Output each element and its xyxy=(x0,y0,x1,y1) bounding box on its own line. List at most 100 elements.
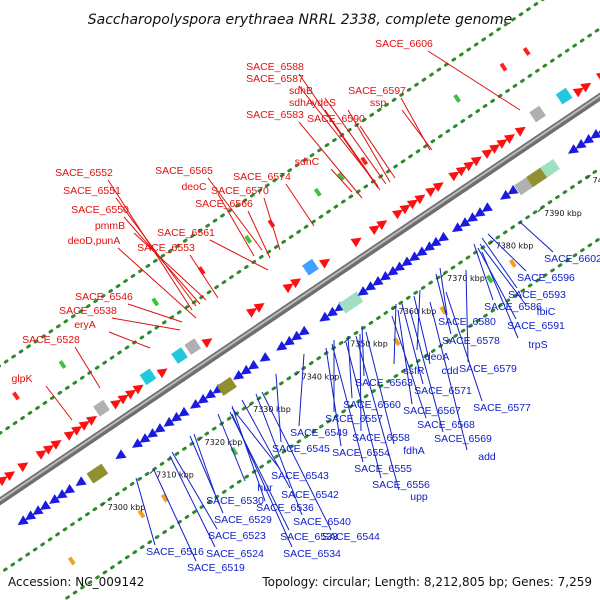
gene-arrow-13 xyxy=(117,394,129,405)
reverse-gene-label: SACE_6524 xyxy=(206,548,264,560)
guide-line-2 xyxy=(0,26,600,436)
feature-block-61 xyxy=(86,463,109,484)
forward-gene-label: SACE_6546 xyxy=(75,291,133,303)
gene-arrow-48 xyxy=(580,82,592,93)
feature-block-11 xyxy=(93,399,110,417)
gene-arrow-78 xyxy=(259,352,271,362)
reverse-gene-label: SACE_6536 xyxy=(256,502,314,514)
forward-gene-label: glpK xyxy=(11,373,32,385)
forward-gene-label: SACE_6570 xyxy=(211,185,269,197)
forward-gene-label: SACE_6588 xyxy=(246,61,304,73)
gene-arrow-60 xyxy=(75,476,87,486)
forward-gene-label: SACE_6590 xyxy=(307,113,365,125)
gene-arrow-83 xyxy=(319,311,331,322)
gene-arrow-26 xyxy=(319,258,331,269)
gene-arrow-111 xyxy=(583,134,595,144)
forward-gene-label: deoD,punA xyxy=(68,235,121,247)
gene-arrow-104 xyxy=(500,189,512,200)
feature-block-74 xyxy=(216,376,237,396)
gene-arrow-76 xyxy=(240,364,252,375)
gene-arrow-49 xyxy=(595,72,600,80)
reverse-gene-label: SACE_6578 xyxy=(442,335,500,347)
gene-arrow-101 xyxy=(466,212,478,222)
reverse-gene-label: SACE_6567 xyxy=(403,405,461,417)
reverse-gene-label: SACE_6542 xyxy=(281,489,339,501)
gene-arrow-93 xyxy=(401,256,413,267)
feature-block-46 xyxy=(555,87,573,105)
gene-arrow-87 xyxy=(357,286,369,296)
genome-backbone xyxy=(0,92,600,506)
feature-block-19 xyxy=(184,338,202,355)
forward-gene-label: deoC xyxy=(181,181,207,193)
gene-arrow-53 xyxy=(17,515,29,526)
gene-arrow-103 xyxy=(481,202,493,212)
gene-arrow-22 xyxy=(253,303,265,313)
forward-gene-label: SACE_6553 xyxy=(137,242,195,254)
gene-arrow-62 xyxy=(115,449,127,460)
gene-arrow-63 xyxy=(132,438,144,448)
feature-block-18 xyxy=(171,347,188,364)
reverse-gene-label: SACE_6558 xyxy=(352,432,410,444)
gene-arrow-89 xyxy=(372,276,384,286)
tick-label: 7330 kbp xyxy=(253,405,291,414)
reverse-gene-label: SACE_6549 xyxy=(290,427,348,439)
reverse-gene-label: SACE_6602 xyxy=(544,253,600,265)
forward-gene-label: pmmB xyxy=(95,220,125,232)
feature-block-124 xyxy=(58,360,67,369)
gene-arrow-23 xyxy=(282,283,294,294)
reverse-gene-label: fdhA xyxy=(403,445,425,457)
forward-gene-label: SACE_6597 xyxy=(348,85,406,97)
forward-gene-label: SACE_6552 xyxy=(55,167,113,179)
gene-arrow-47 xyxy=(572,87,584,98)
forward-gene-label: sdhC xyxy=(295,156,320,168)
gene-arrow-102 xyxy=(474,207,486,217)
forward-gene-label: sdhA xyxy=(289,97,313,109)
gene-arrow-5 xyxy=(42,445,54,455)
reverse-gene-label: SACE_6586 xyxy=(484,301,542,313)
gene-arrow-9 xyxy=(78,421,90,431)
gene-arrow-91 xyxy=(387,266,399,276)
gene-arrow-90 xyxy=(379,271,391,281)
gene-arrow-70 xyxy=(190,399,202,409)
forward-gene-label: sdhB xyxy=(289,85,313,97)
gene-arrow-110 xyxy=(575,139,587,149)
feature-block-16 xyxy=(139,368,157,386)
gene-arrow-28 xyxy=(368,225,380,235)
reverse-gene-label: SACE_6593 xyxy=(508,289,566,301)
gene-arrow-34 xyxy=(425,187,437,197)
gene-arrow-59 xyxy=(64,484,76,494)
gene-arrow-96 xyxy=(423,241,435,252)
feature-block-136 xyxy=(485,274,494,284)
guide-line-1 xyxy=(0,0,545,368)
gene-arrow-94 xyxy=(408,251,420,262)
reverse-gene-label: SACE_6530 xyxy=(206,495,264,507)
gene-arrow-54 xyxy=(25,510,37,521)
forward-gene-label: SACE_6606 xyxy=(375,38,433,50)
gene-arrow-31 xyxy=(399,204,411,215)
forward-gene-label: SACE_6574 xyxy=(233,171,291,183)
reverse-gene-label: SACE_6555 xyxy=(354,463,412,475)
gene-arrow-57 xyxy=(49,494,61,504)
reverse-gene-label: SACE_6569 xyxy=(434,433,492,445)
gene-arrow-15 xyxy=(132,384,144,395)
gene-arrow-4 xyxy=(35,450,47,460)
reverse-gene-label: trpS xyxy=(528,339,547,351)
gene-arrow-75 xyxy=(233,370,245,380)
reverse-gene-label: SACE_6516 xyxy=(146,546,204,558)
gene-arrow-71 xyxy=(197,394,209,404)
feature-block-86 xyxy=(338,291,364,314)
reverse-gene-label: SACE_6557 xyxy=(325,413,383,425)
forward-gene-label: ydeS xyxy=(312,97,336,109)
gene-arrow-12 xyxy=(110,399,122,410)
tick-label: 7390 kbp xyxy=(544,209,582,218)
reverse-gene-label: SACE_6556 xyxy=(372,479,430,491)
forward-gene-label: SACE_6550 xyxy=(71,204,129,216)
gene-arrow-58 xyxy=(56,489,68,499)
gene-arrow-77 xyxy=(248,359,260,370)
feature-block-132 xyxy=(313,187,322,197)
feature-block-127 xyxy=(151,297,160,307)
reverse-gene-label: SACE_6534 xyxy=(283,548,341,560)
gene-arrow-1 xyxy=(0,476,8,487)
